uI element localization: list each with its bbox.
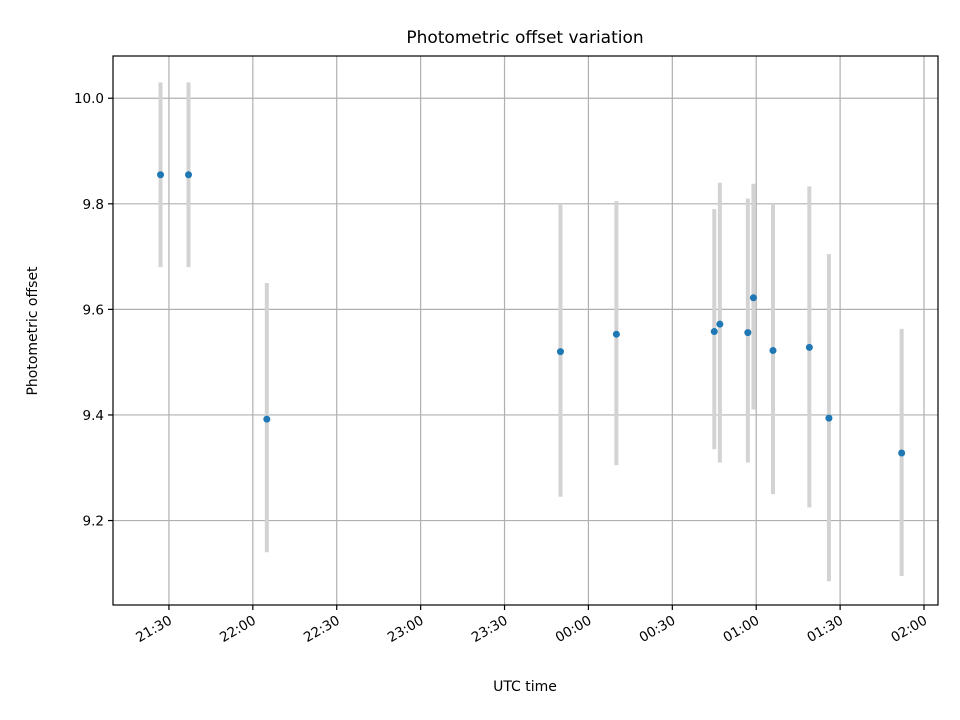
x-axis-label: UTC time <box>493 679 557 695</box>
data-point <box>749 294 757 302</box>
data-point <box>157 171 165 179</box>
data-point <box>556 348 564 356</box>
y-tick-label: 9.4 <box>83 408 104 424</box>
data-point <box>612 330 620 338</box>
error-bars <box>158 82 904 582</box>
data-point <box>710 328 718 336</box>
data-point <box>805 343 813 351</box>
x-tick-label: 23:00 <box>385 613 427 646</box>
y-axis-label: Photometric offset <box>25 266 41 396</box>
y-tick-label: 9.8 <box>83 197 104 213</box>
data-point <box>263 415 271 423</box>
x-tick-label: 23:30 <box>469 613 511 646</box>
data-points <box>157 171 906 457</box>
plot-frame <box>112 55 939 606</box>
x-tick-label: 00:30 <box>637 613 679 646</box>
chart-title: Photometric offset variation <box>406 28 643 48</box>
data-point <box>898 449 906 457</box>
x-tick-label: 02:00 <box>888 613 930 646</box>
data-point <box>744 329 752 337</box>
y-tick-label: 10.0 <box>74 91 104 107</box>
x-tick-label: 21:30 <box>133 613 175 646</box>
data-point <box>825 414 833 422</box>
data-point <box>185 171 193 179</box>
x-tick-label: 01:00 <box>721 613 763 646</box>
y-tick-label: 9.2 <box>83 514 104 530</box>
x-tick-label: 22:00 <box>217 613 259 646</box>
x-tick-label: 00:00 <box>553 613 595 646</box>
axis-ticks: 21:30 22:00 22:30 23:00 23:30 00:00 00:30 01:00… <box>74 91 930 646</box>
x-tick-label: 22:30 <box>301 613 343 646</box>
data-point <box>769 347 777 355</box>
data-point <box>716 320 724 328</box>
y-tick-label: 9.6 <box>83 302 104 318</box>
grid <box>113 56 938 605</box>
x-tick-label: 01:30 <box>804 613 846 646</box>
